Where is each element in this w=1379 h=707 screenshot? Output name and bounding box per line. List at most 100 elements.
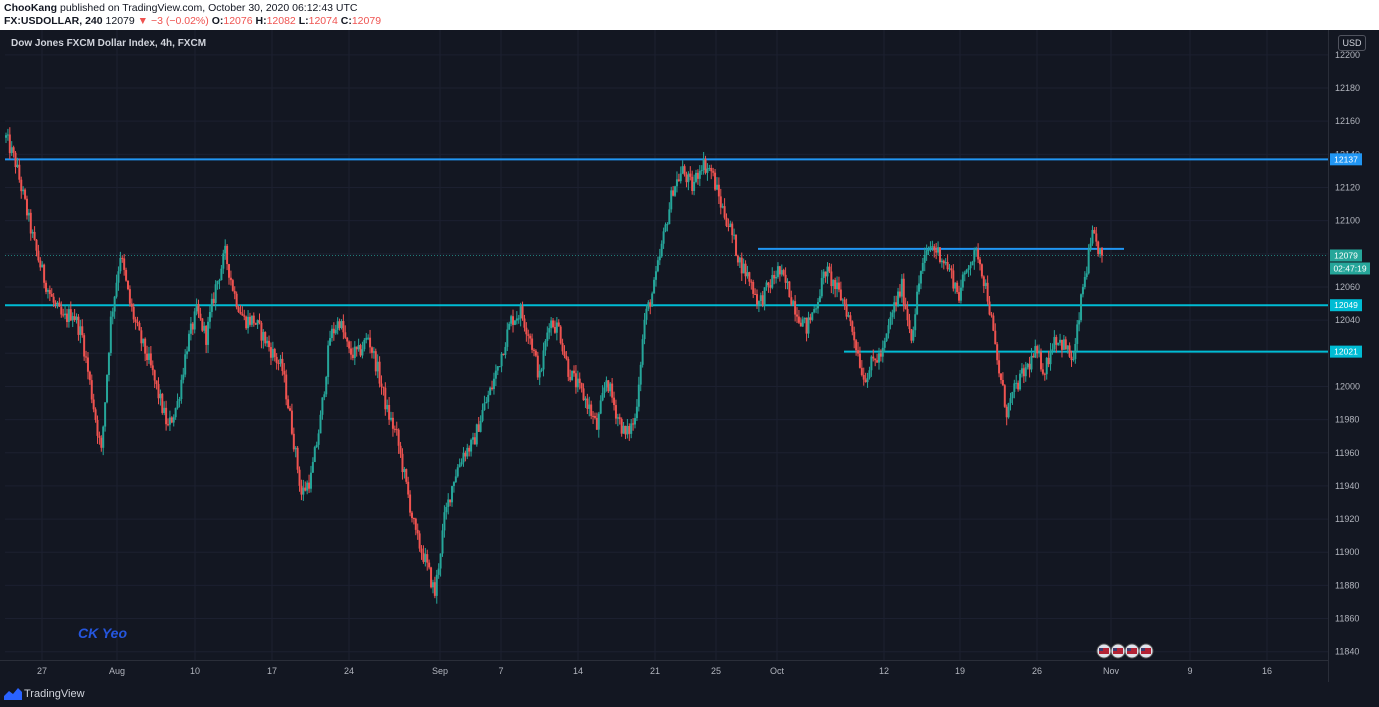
- time-tick-label: 7: [498, 666, 503, 676]
- candle: [910, 329, 913, 341]
- candle: [729, 223, 732, 227]
- candle: [39, 260, 42, 268]
- candle: [466, 447, 469, 457]
- candle: [708, 167, 711, 169]
- candle: [420, 548, 423, 553]
- candle: [79, 326, 82, 335]
- candle: [321, 397, 324, 415]
- candle: [1081, 287, 1084, 295]
- candle: [1080, 294, 1083, 321]
- candle: [1009, 398, 1012, 404]
- candle: [422, 552, 425, 562]
- candle: [818, 296, 821, 303]
- candle: [191, 323, 194, 330]
- candle: [10, 147, 13, 154]
- candle: [330, 328, 333, 339]
- candle: [999, 373, 1002, 380]
- candle: [433, 582, 436, 596]
- candle: [851, 321, 854, 332]
- candle: [1068, 345, 1071, 357]
- time-tick-label: 14: [573, 666, 583, 676]
- candle: [329, 338, 332, 346]
- candle: [769, 285, 772, 288]
- candle: [140, 330, 143, 344]
- flag-icon[interactable]: [1110, 643, 1126, 659]
- candle: [437, 568, 440, 575]
- candle: [1066, 345, 1069, 350]
- candle: [996, 344, 999, 361]
- time-tick-label: 24: [344, 666, 354, 676]
- candle: [548, 328, 551, 333]
- candle: [350, 348, 353, 355]
- horizontal-lines[interactable]: [5, 158, 1328, 353]
- candle: [428, 562, 431, 568]
- candle: [624, 425, 627, 435]
- candle: [414, 518, 417, 530]
- candle: [744, 263, 747, 277]
- candle: [689, 173, 692, 177]
- candle: [778, 266, 781, 275]
- time-tick-label: 27: [37, 666, 47, 676]
- tradingview-brand[interactable]: TradingView: [24, 688, 85, 700]
- candle: [149, 353, 152, 366]
- candle: [102, 426, 105, 448]
- author-name[interactable]: ChooKang: [4, 2, 58, 14]
- candle: [228, 264, 231, 278]
- candle: [258, 320, 261, 323]
- candle: [664, 224, 667, 232]
- candle: [862, 375, 865, 380]
- open-label: O:: [211, 15, 224, 27]
- candle: [883, 340, 886, 348]
- candle: [836, 282, 839, 290]
- candle: [94, 409, 97, 420]
- candle: [523, 318, 526, 328]
- price-chart[interactable]: 11840 11860 11880 11900 11920 11940 11960 11980…: [0, 30, 1379, 682]
- candle: [916, 291, 919, 315]
- price-axis-labels: 12137 12049 12021 12079 02:47:19: [1330, 153, 1370, 358]
- candle: [1022, 368, 1025, 377]
- candle: [344, 332, 347, 338]
- candle: [704, 159, 707, 173]
- candle: [567, 358, 570, 377]
- economic-events-icons[interactable]: [1096, 642, 1162, 660]
- candle: [412, 518, 415, 520]
- candle: [266, 340, 269, 344]
- candle: [1097, 241, 1100, 255]
- tradingview-logo-icon[interactable]: [4, 687, 22, 700]
- flag-icon[interactable]: [1124, 643, 1140, 659]
- candle: [649, 302, 652, 307]
- candle: [580, 383, 583, 389]
- candle: [451, 486, 454, 503]
- time-axis[interactable]: 27 Aug 10 17 24 Sep 7 14 21 25 Oct 12 19 26 Nov 9 16: [37, 666, 1272, 676]
- flag-icon[interactable]: [1096, 643, 1112, 659]
- candle: [885, 333, 888, 341]
- candle: [946, 261, 949, 270]
- candle: [755, 294, 758, 305]
- candle: [182, 374, 185, 380]
- candle: [235, 293, 238, 308]
- candle: [994, 330, 997, 345]
- time-tick-label: 17: [267, 666, 277, 676]
- candle: [935, 250, 938, 253]
- candle: [31, 231, 34, 234]
- candle: [220, 268, 223, 281]
- price-tick-label: 12060: [1335, 282, 1360, 292]
- candle: [1028, 363, 1031, 370]
- candle: [1024, 367, 1027, 377]
- candle: [327, 345, 330, 377]
- candle: [300, 485, 303, 495]
- currency-button[interactable]: USD: [1338, 35, 1366, 51]
- flag-icon[interactable]: [1138, 643, 1154, 659]
- candle: [449, 499, 452, 503]
- candle: [210, 298, 213, 312]
- candle: [853, 331, 856, 341]
- candle: [203, 325, 206, 331]
- candle: [29, 212, 32, 234]
- candle: [309, 472, 312, 489]
- candle: [531, 338, 534, 350]
- candle: [390, 417, 393, 420]
- candle: [538, 370, 541, 378]
- candle: [959, 287, 962, 301]
- candle: [574, 373, 577, 388]
- candle: [369, 337, 372, 348]
